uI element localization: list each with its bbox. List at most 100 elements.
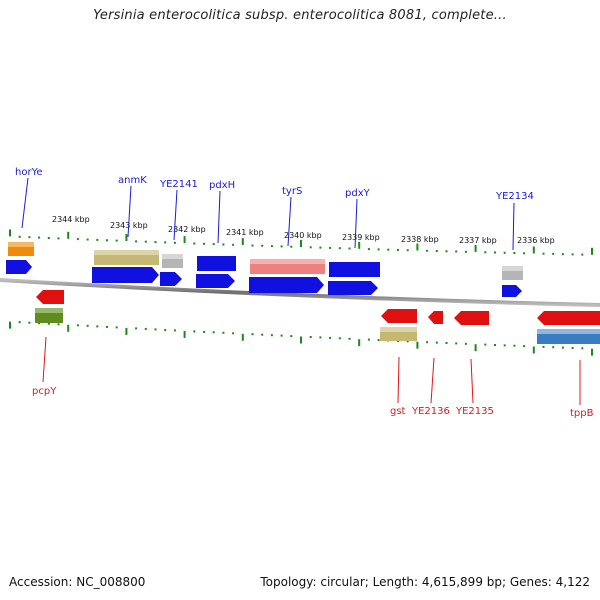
gene-label-YE2135[interactable]: YE2135 xyxy=(455,406,494,417)
gene-label-pdxY[interactable]: pdxY xyxy=(345,188,371,199)
gene-label-gst[interactable]: gst xyxy=(390,406,406,417)
ruler-minor-tick xyxy=(523,252,526,255)
ruler-minor-tick xyxy=(251,333,254,336)
scale-label: 2344 kbp xyxy=(52,215,90,224)
ruler-major-tick xyxy=(474,344,477,352)
gene-arrow-pcpY[interactable] xyxy=(36,290,64,304)
accession-text: Accession: NC_008800 xyxy=(9,575,146,589)
ruler-major-tick xyxy=(300,240,302,247)
ruler-minor-tick xyxy=(513,344,516,347)
ruler-minor-tick xyxy=(348,337,351,340)
gene-label-tppB[interactable]: tppB xyxy=(570,408,594,419)
ruler-major-tick xyxy=(241,238,244,246)
ruler-minor-tick xyxy=(367,248,370,251)
ruler-minor-tick xyxy=(96,238,99,241)
feature-block xyxy=(537,329,600,334)
ruler-major-tick xyxy=(67,231,70,239)
ruler-major-tick xyxy=(125,327,128,335)
ruler-major-tick xyxy=(183,330,186,338)
upper-feature-track xyxy=(8,242,523,280)
ruler-minor-tick xyxy=(513,252,516,254)
scale-label: 2342 kbp xyxy=(168,225,206,234)
gene-label-YE2134[interactable]: YE2134 xyxy=(495,191,534,202)
ruler-minor-tick xyxy=(154,241,157,244)
reverse-genes xyxy=(36,290,600,325)
ruler-minor-tick xyxy=(232,332,235,335)
gene-arrow-tppB[interactable] xyxy=(537,311,600,325)
leader-line xyxy=(397,356,400,404)
ruler-minor-tick xyxy=(552,346,555,349)
ruler-major-tick xyxy=(9,321,11,329)
reverse-gene-labels: pcpY gst YE2136 YE2135 tppB xyxy=(32,336,594,419)
leader-line xyxy=(42,336,47,383)
ruler-minor-tick xyxy=(494,344,496,346)
ruler-minor-tick xyxy=(28,321,31,324)
ruler-minor-tick xyxy=(106,239,108,242)
ruler-minor-tick xyxy=(270,334,273,337)
gene-arrow-YE2141[interactable] xyxy=(160,272,182,286)
scale-label: 2340 kbp xyxy=(284,231,322,240)
ruler-minor-tick xyxy=(435,341,438,344)
scale-labels: 2344 kbp 2343 kbp 2342 kbp 2341 kbp 2340… xyxy=(52,215,555,245)
ruler-minor-tick xyxy=(261,244,264,247)
gene-arrow-YE2136[interactable] xyxy=(428,311,443,324)
ruler-minor-tick xyxy=(377,248,380,251)
ruler-minor-tick xyxy=(212,331,215,334)
ruler-minor-tick xyxy=(115,326,118,329)
ruler-minor-tick xyxy=(426,341,429,344)
feature-block xyxy=(94,250,159,255)
scale-label: 2336 kbp xyxy=(517,236,555,245)
feature-block xyxy=(162,254,183,259)
feature-block xyxy=(35,308,63,313)
ruler-major-tick xyxy=(591,348,593,356)
scale-label: 2337 kbp xyxy=(459,236,497,245)
gene-label-anmK[interactable]: anmK xyxy=(118,175,147,186)
ruler-minor-tick xyxy=(455,250,458,253)
forward-gene-labels: horYe anmK YE2141 pdxH tyrS pdxY YE2134 xyxy=(15,167,534,251)
ruler-minor-tick xyxy=(581,347,584,350)
ruler-minor-tick xyxy=(212,243,215,246)
gene-label-pcpY[interactable]: pcpY xyxy=(32,386,57,397)
ruler-minor-tick xyxy=(426,249,429,252)
ruler-minor-tick xyxy=(144,240,147,243)
ruler-minor-tick xyxy=(280,334,283,337)
gene-label-YE2141[interactable]: YE2141 xyxy=(159,179,198,190)
ruler-minor-tick xyxy=(329,336,332,339)
map-title: Yersinia enterocolitica subsp. enterocol… xyxy=(93,8,507,23)
ruler-minor-tick xyxy=(76,238,79,241)
ruler-major-tick xyxy=(67,324,70,332)
gene-arrow-gst[interactable] xyxy=(381,309,417,323)
ruler-major-tick xyxy=(125,234,128,241)
ruler-minor-tick xyxy=(329,246,332,249)
leader-line xyxy=(430,357,435,404)
gene-arrow-pdxH[interactable] xyxy=(196,274,235,288)
ruler-minor-tick xyxy=(397,248,399,251)
ruler-minor-tick xyxy=(154,328,157,331)
ruler-minor-tick xyxy=(96,325,99,328)
ruler-minor-tick xyxy=(571,347,574,349)
gene-arrow-tyrS[interactable] xyxy=(249,277,324,293)
gene-label-YE2136[interactable]: YE2136 xyxy=(411,406,450,417)
gene-arrow-YE2135[interactable] xyxy=(454,311,489,325)
ruler-minor-tick xyxy=(406,340,409,343)
feature-block xyxy=(380,327,417,332)
ruler-major-tick xyxy=(532,246,535,254)
feature-block xyxy=(502,266,523,271)
ruler-minor-tick xyxy=(309,246,312,249)
ruler-minor-tick xyxy=(164,241,167,244)
ruler-major-tick xyxy=(241,333,244,341)
gene-label-horYe[interactable]: horYe xyxy=(15,167,43,178)
gene-arrow-anmK[interactable] xyxy=(92,267,159,283)
gene-arrow-YE2134[interactable] xyxy=(502,285,522,297)
ruler-minor-tick xyxy=(270,245,273,248)
gene-label-tyrS[interactable]: tyrS xyxy=(282,186,302,197)
ruler-minor-tick xyxy=(542,345,545,348)
gene-label-pdxH[interactable]: pdxH xyxy=(209,180,235,191)
lower-ruler xyxy=(9,321,593,356)
ruler-minor-tick xyxy=(503,344,506,347)
gene-arrow-pdxY[interactable] xyxy=(328,281,378,295)
gene-arrow-horYe[interactable] xyxy=(6,260,32,274)
leader-line xyxy=(21,177,29,229)
ruler-minor-tick xyxy=(57,323,60,326)
leader-line xyxy=(287,196,292,247)
